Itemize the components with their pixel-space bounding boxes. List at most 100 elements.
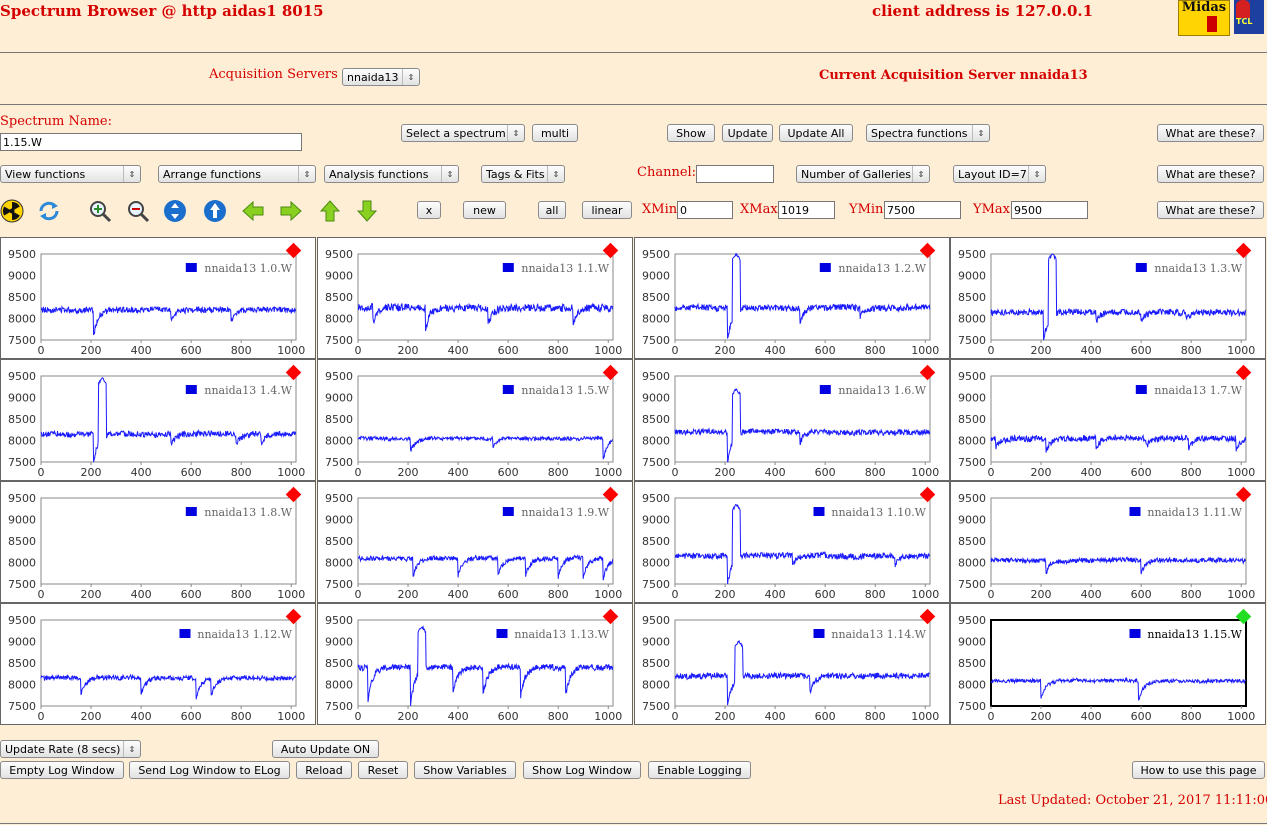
spectrum-panel[interactable]: 9500 9000 8500 8000 7500 0 200 400 600 800 1000 nna… [634, 359, 950, 481]
reset-button[interactable]: Reset [358, 761, 408, 779]
arrow-left-icon[interactable] [241, 199, 265, 223]
acq-server-select[interactable]: nnaida13 ⇕ [342, 68, 420, 86]
update-rate-dropdown[interactable]: Update Rate (8 secs) ⇕ [0, 740, 141, 758]
x-button[interactable]: x [417, 201, 441, 219]
spectrum-panel[interactable]: 9500 9000 8500 8000 7500 0 200 400 600 800 1000 nna… [317, 481, 633, 603]
x-tick-label: 400 [765, 588, 786, 601]
spectrum-panel[interactable]: 9500 9000 8500 8000 7500 0 200 400 600 800 1000 nna… [950, 237, 1266, 359]
x-tick-label: 0 [38, 344, 45, 357]
spectrum-panel[interactable]: 9500 9000 8500 8000 7500 0 200 400 600 800 1000 nna… [0, 237, 316, 359]
y-tick-label: 9000 [958, 392, 986, 405]
show-variables-button[interactable]: Show Variables [414, 761, 516, 779]
x-tick-label: 600 [815, 710, 836, 723]
spectrum-panel[interactable]: 9500 9000 8500 8000 7500 0 200 400 600 800 1000 nna… [317, 237, 633, 359]
y-tick-label: 8500 [642, 291, 670, 304]
linear-button[interactable]: linear [582, 201, 632, 219]
radiation-icon[interactable] [0, 199, 24, 223]
enable-logging-button[interactable]: Enable Logging [648, 761, 751, 779]
empty-log-button[interactable]: Empty Log Window [0, 761, 124, 779]
arrow-down-icon[interactable] [355, 199, 379, 223]
y-tick-label: 7500 [958, 578, 986, 591]
y-tick-label: 9000 [642, 392, 670, 405]
y-tick-label: 8000 [8, 313, 36, 326]
xmin-input[interactable] [677, 201, 733, 219]
spectrum-panel[interactable]: 9500 9000 8500 8000 7500 0 200 400 600 800 1000 nna… [950, 603, 1266, 725]
update-all-button[interactable]: Update All [779, 124, 853, 142]
y-tick-label: 9500 [958, 370, 986, 383]
show-button[interactable]: Show [667, 124, 715, 142]
spectrum-panel[interactable]: 9500 9000 8500 8000 7500 0 200 400 600 800 1000 nna… [634, 603, 950, 725]
zoom-in-icon[interactable] [88, 199, 112, 223]
y-tick-label: 8500 [325, 657, 353, 670]
select-spectrum-dropdown[interactable]: Select a spectrum ⇕ [401, 124, 525, 142]
expand-up-icon[interactable] [203, 199, 227, 223]
spectrum-panel[interactable]: 9500 9000 8500 8000 7500 0 200 400 600 800 1000 nna… [317, 603, 633, 725]
x-tick-label: 600 [498, 344, 519, 357]
y-tick-label: 9500 [642, 248, 670, 261]
y-tick-label: 9000 [8, 636, 36, 649]
arrow-up-icon[interactable] [318, 199, 342, 223]
legend-label: nnaida13 1.12.W [197, 628, 292, 641]
help-button-3[interactable]: What are these? [1157, 201, 1264, 219]
x-tick-label: 0 [988, 466, 995, 479]
auto-update-button[interactable]: Auto Update ON [272, 740, 379, 758]
spectrum-panel[interactable]: 9500 9000 8500 8000 7500 0 200 400 600 800 1000 nna… [634, 237, 950, 359]
status-marker-icon[interactable] [1235, 242, 1252, 259]
xmax-input[interactable] [778, 201, 835, 219]
y-tick-label: 8000 [8, 557, 36, 570]
spectrum-panel[interactable]: 9500 9000 8500 8000 7500 0 200 400 600 800 1000 nna… [0, 359, 316, 481]
spectrum-panel[interactable]: 9500 9000 8500 8000 7500 0 200 400 600 800 1000 nna… [317, 359, 633, 481]
y-tick-label: 8000 [958, 557, 986, 570]
layout-dropdown[interactable]: Layout ID=7 ⇕ [953, 165, 1046, 183]
how-to-use-button[interactable]: How to use this page [1132, 761, 1265, 779]
legend-swatch [819, 385, 831, 394]
spectra-functions-dropdown[interactable]: Spectra functions ⇕ [866, 124, 990, 142]
ymin-input[interactable] [884, 201, 961, 219]
galleries-dropdown[interactable]: Number of Galleries ⇕ [796, 165, 930, 183]
y-tick-label: 9000 [642, 636, 670, 649]
y-tick-label: 8000 [958, 679, 986, 692]
status-marker-icon[interactable] [1235, 486, 1252, 503]
show-log-window-button[interactable]: Show Log Window [523, 761, 641, 779]
y-tick-label: 8500 [8, 291, 36, 304]
channel-input[interactable] [696, 165, 774, 183]
x-tick-label: 200 [715, 588, 736, 601]
spectrum-panel[interactable]: 9500 9000 8500 8000 7500 0 200 400 600 800 1000 nna… [634, 481, 950, 603]
ymax-input[interactable] [1011, 201, 1088, 219]
status-marker-icon[interactable] [1235, 608, 1252, 625]
spectrum-name-input[interactable] [0, 133, 302, 151]
status-marker-icon[interactable] [1235, 364, 1252, 381]
spectrum-panel[interactable]: 9500 9000 8500 8000 7500 0 200 400 600 800 1000 nna… [0, 481, 316, 603]
x-tick-label: 600 [181, 466, 202, 479]
arrow-right-icon[interactable] [279, 199, 303, 223]
new-button[interactable]: new [463, 201, 506, 219]
view-functions-dropdown[interactable]: View functions ⇕ [0, 165, 141, 183]
y-tick-label: 9500 [642, 614, 670, 627]
zoom-out-icon[interactable] [126, 199, 150, 223]
send-log-elog-button[interactable]: Send Log Window to ELog [129, 761, 290, 779]
channel-label: Channel: [637, 165, 697, 180]
x-tick-label: 1000 [1227, 344, 1255, 357]
spectrum-panel[interactable]: 9500 9000 8500 8000 7500 0 200 400 600 800 1000 nna… [950, 359, 1266, 481]
help-button-1[interactable]: What are these? [1157, 124, 1264, 142]
x-tick-label: 1000 [911, 466, 939, 479]
x-tick-label: 600 [815, 466, 836, 479]
expand-vertical-icon[interactable] [163, 199, 187, 223]
analysis-functions-dropdown[interactable]: Analysis functions ⇕ [324, 165, 459, 183]
arrange-functions-dropdown[interactable]: Arrange functions ⇕ [158, 165, 316, 183]
reload-button[interactable]: Reload [296, 761, 352, 779]
plot-frame [40, 619, 297, 707]
all-button[interactable]: all [538, 201, 566, 219]
refresh-icon[interactable] [37, 199, 61, 223]
multi-button[interactable]: multi [532, 124, 578, 142]
xmax-label: XMax [740, 202, 778, 217]
update-button[interactable]: Update [722, 124, 773, 142]
spectrum-trace [990, 676, 1247, 701]
help-button-2[interactable]: What are these? [1157, 165, 1264, 183]
tags-fits-dropdown[interactable]: Tags & Fits ⇕ [481, 165, 565, 183]
chevron-updown-icon: ⇕ [298, 166, 315, 182]
spectrum-panel[interactable]: 9500 9000 8500 8000 7500 0 200 400 600 800 1000 nna… [0, 603, 316, 725]
spectrum-panel[interactable]: 9500 9000 8500 8000 7500 0 200 400 600 800 1000 nna… [950, 481, 1266, 603]
y-tick-label: 8000 [642, 679, 670, 692]
